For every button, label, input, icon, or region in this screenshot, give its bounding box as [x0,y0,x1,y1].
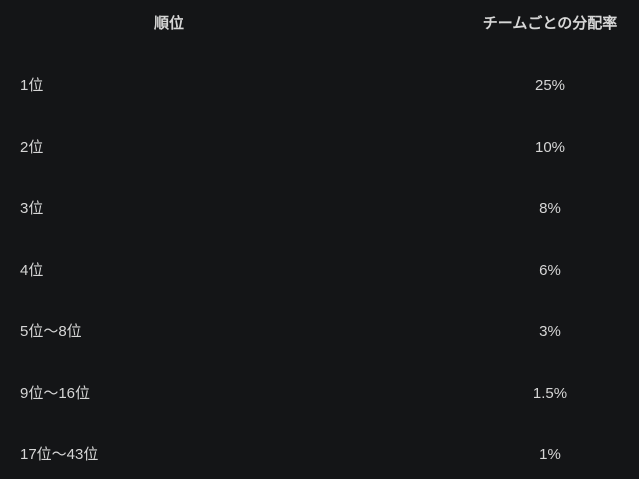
rate-cell: 1% [539,446,561,463]
rank-cell: 17位～43位 [20,446,99,463]
rank-cell: 1位 [20,77,44,94]
table-row: 5位～8位 3% [0,320,639,344]
table-row: 9位～16位 1.5% [0,382,639,406]
rank-cell: 9位～16位 [20,384,91,402]
rate-cell: 1.5% [532,384,568,402]
table-row: 2位 10% [0,136,639,160]
table-header-row: 順位 チームごとの分配率 [0,12,639,36]
table-row: 1位 25% [0,74,639,98]
header-distribution-rate: チームごとの分配率 [482,15,618,32]
rate-cell: 25% [534,77,566,94]
rank-cell: 5位～8位 [20,323,82,340]
rank-cell: 4位 [20,261,44,279]
rate-cell: 10% [534,138,566,156]
rate-cell: 8% [539,200,561,217]
table-row: 4位 6% [0,259,639,283]
table-row: 3位 8% [0,197,639,221]
rate-cell: 3% [539,323,561,340]
rank-cell: 3位 [20,200,44,217]
header-rank: 順位 [153,15,184,32]
rank-cell: 2位 [20,138,44,156]
table-row: 17位～43位 1% [0,443,639,467]
rate-cell: 6% [539,261,561,279]
